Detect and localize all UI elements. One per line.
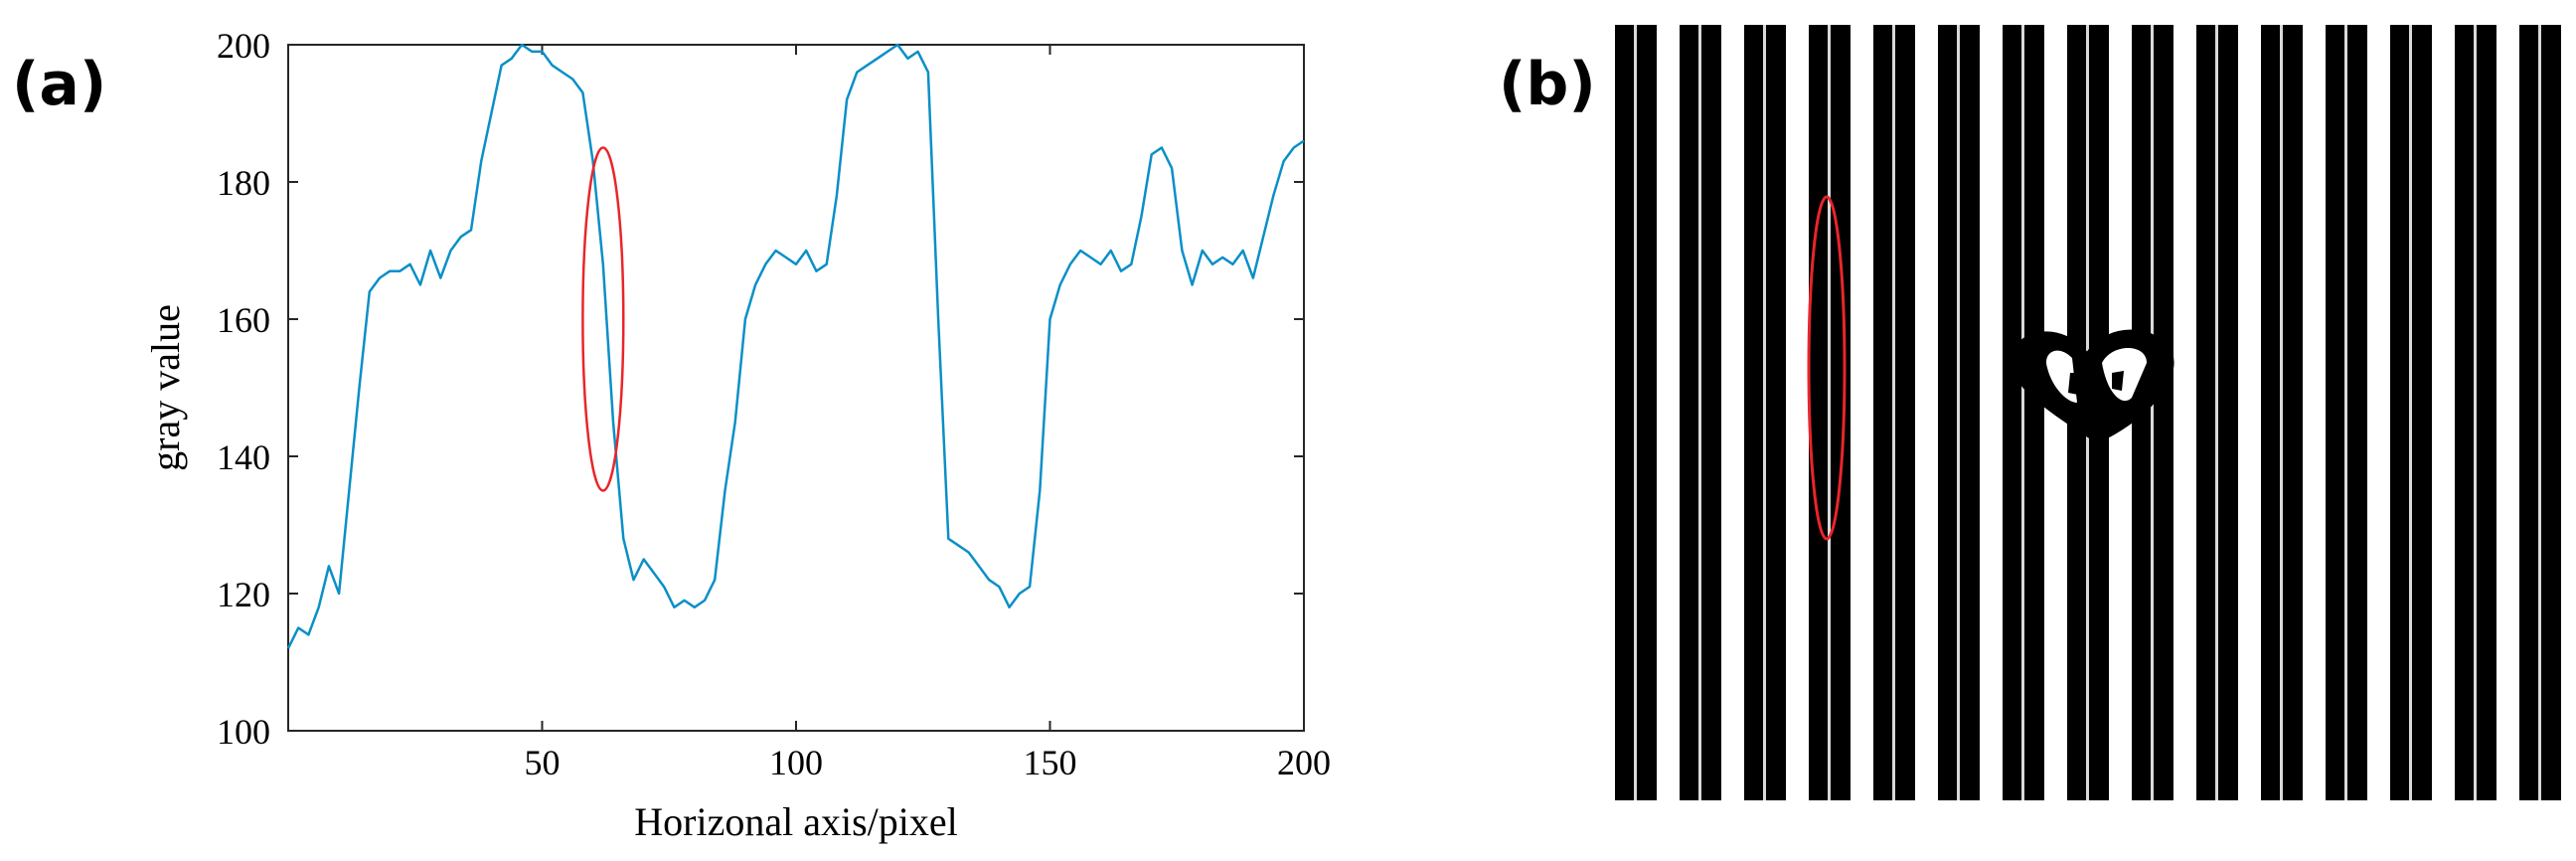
annotation-group [581,146,625,492]
panel-b-label: (b) [1499,50,1596,119]
y-tick-label: 100 [217,712,270,752]
stripe-highlight-line [2151,25,2154,800]
y-tick-label: 120 [217,575,270,614]
stripe-highlight-line [1698,25,1701,800]
tick-group: 50 100 150 200 100 120 140 160 180 200 [217,26,1331,782]
y-tick-label: 180 [217,163,270,203]
highlight-ellipse [1807,195,1847,541]
stripe-highlight-line [1763,25,1766,800]
stripe-highlight-line [2538,25,2541,800]
plot-frame [287,44,1305,732]
chart-axes [287,44,1305,732]
y-tick-label: 160 [217,300,270,340]
y-tick-label: 140 [217,437,270,477]
stripe-highlight-line [1957,25,1960,800]
x-tick-label: 200 [1277,743,1331,782]
x-tick-label: 100 [769,743,823,782]
heart-shape [2010,329,2174,444]
gray-value-line-chart: 50 100 150 200 100 120 140 160 180 200 Horizonal … [143,26,1331,844]
stripe-pattern [1615,25,2561,800]
stripe-highlight-line [2215,25,2218,800]
stripe-highlight-line [2344,25,2347,800]
stripe-highlight-line [2021,25,2024,800]
series-group [286,43,1305,649]
gray-value-series-line [286,43,1305,649]
x-axis-label: Horizonal axis/pixel [634,799,957,844]
stripe-highlight-line [1634,25,1637,800]
y-tick-label: 200 [217,26,270,66]
stripe-highlight-line [1892,25,1895,800]
stripe-highlight-line [2409,25,2412,800]
x-tick-label: 150 [1024,743,1077,782]
panel-a-label: (a) [12,50,107,119]
stripe-highlight-line [2280,25,2283,800]
highlight-ellipse [581,146,625,492]
x-tick-label: 50 [525,743,561,782]
stripe-highlight-line [1828,25,1831,800]
y-axis-label: gray value [143,304,188,471]
stripe-highlight-line [2474,25,2477,800]
binarized-stripe-image [1605,25,2574,800]
